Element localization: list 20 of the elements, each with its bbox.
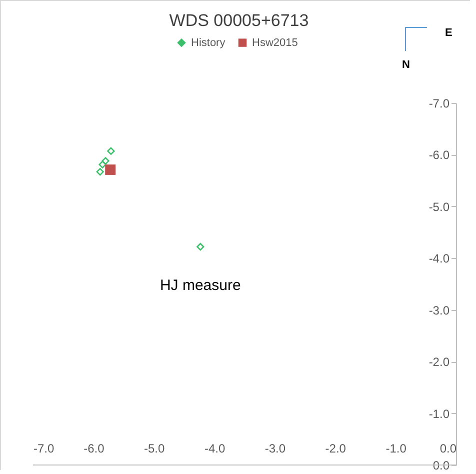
y-tick-label: -4.0 — [428, 252, 450, 266]
x-tick-label: -2.0 — [325, 442, 346, 456]
chart-title: WDS 00005+6713 — [169, 11, 309, 30]
text: N — [402, 59, 410, 71]
y-tick-label: -2.0 — [428, 355, 450, 370]
y-tick-label: -6.0 — [428, 148, 450, 162]
legend-label: History — [191, 36, 226, 49]
x-tick-label: -6.0 — [84, 442, 105, 456]
y-tick-label: -3.0 — [428, 303, 450, 318]
annotation: HJ measure — [160, 276, 241, 294]
x-tick-label: -4.0 — [204, 442, 226, 456]
x-tick-label: -1.0 — [386, 442, 407, 456]
x-tick-label: -3.0 — [264, 442, 286, 456]
x-tick-label: -5.0 — [144, 442, 166, 456]
text: E — [445, 27, 452, 39]
x-tick-label: -7.0 — [34, 442, 55, 456]
y-tick-label: -7.0 — [428, 96, 450, 110]
y-tick-label: -5.0 — [428, 200, 450, 214]
y-tick-label: -1.0 — [428, 406, 450, 421]
legend-label: Hsw2015 — [252, 36, 298, 49]
